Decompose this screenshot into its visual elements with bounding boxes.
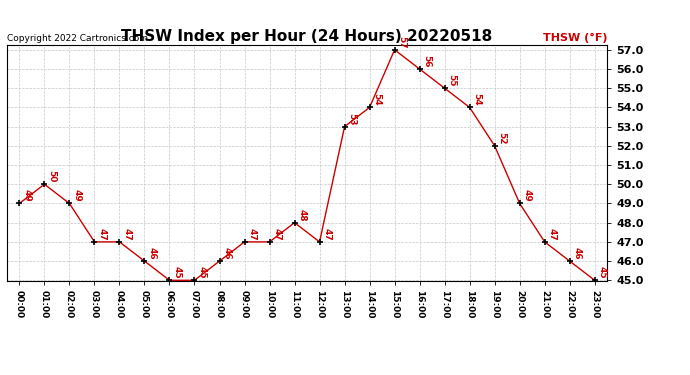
Text: THSW (°F): THSW (°F) <box>543 33 607 43</box>
Text: 45: 45 <box>172 266 181 279</box>
Text: 47: 47 <box>247 228 256 240</box>
Text: 47: 47 <box>122 228 131 240</box>
Text: 45: 45 <box>598 266 607 279</box>
Text: 46: 46 <box>573 247 582 260</box>
Text: 56: 56 <box>422 55 431 68</box>
Text: Copyright 2022 Cartronics.com: Copyright 2022 Cartronics.com <box>7 34 148 43</box>
Text: 45: 45 <box>197 266 206 279</box>
Text: 49: 49 <box>72 189 81 202</box>
Text: 50: 50 <box>47 171 56 183</box>
Text: 47: 47 <box>97 228 106 240</box>
Text: 52: 52 <box>497 132 506 144</box>
Text: 54: 54 <box>473 93 482 106</box>
Text: 53: 53 <box>347 113 356 125</box>
Text: 57: 57 <box>397 36 406 48</box>
Text: 47: 47 <box>273 228 282 240</box>
Text: 49: 49 <box>522 189 531 202</box>
Title: THSW Index per Hour (24 Hours) 20220518: THSW Index per Hour (24 Hours) 20220518 <box>121 29 493 44</box>
Text: 47: 47 <box>322 228 331 240</box>
Text: 49: 49 <box>22 189 31 202</box>
Text: 47: 47 <box>547 228 556 240</box>
Text: 54: 54 <box>373 93 382 106</box>
Text: 48: 48 <box>297 209 306 221</box>
Text: 55: 55 <box>447 74 456 87</box>
Text: 46: 46 <box>147 247 156 260</box>
Text: 46: 46 <box>222 247 231 260</box>
